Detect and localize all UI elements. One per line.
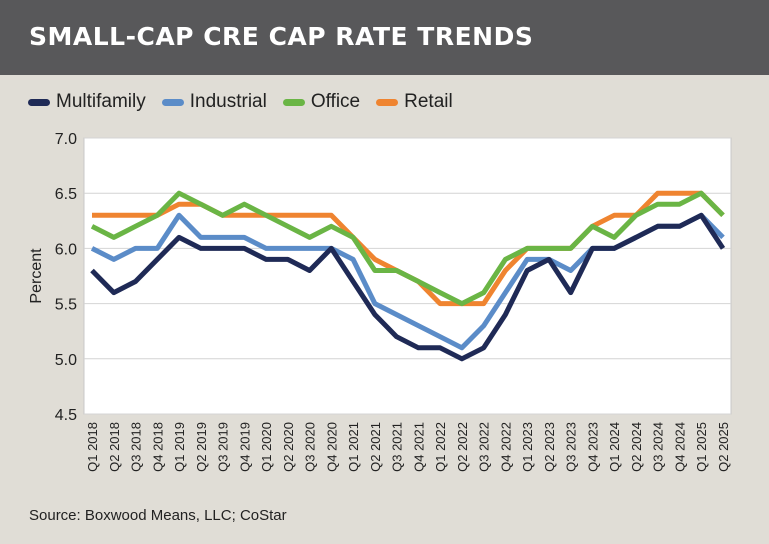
x-tick-label: Q4 2022 <box>498 422 513 472</box>
legend-swatch <box>376 98 399 106</box>
x-tick-label: Q2 2018 <box>107 422 122 472</box>
x-tick-label: Q3 2024 <box>651 422 666 472</box>
series-line-office <box>90 190 725 307</box>
x-tick-label: Q1 2022 <box>433 422 448 472</box>
x-tick-label: Q4 2023 <box>585 422 600 472</box>
y-tick-label: 6.0 <box>55 241 77 258</box>
x-tick-label: Q4 2019 <box>237 422 252 472</box>
series-line-multifamily <box>90 212 726 362</box>
y-axis-label: Percent <box>28 248 45 304</box>
x-tick-label: Q4 2021 <box>411 422 426 472</box>
source-note: Source: Boxwood Means, LLC; CoStar <box>29 507 287 524</box>
x-tick-label: Q3 2019 <box>216 422 231 472</box>
legend-swatch <box>282 98 305 106</box>
x-tick-label: Q4 2018 <box>150 422 165 472</box>
legend-swatch <box>28 98 50 106</box>
x-tick-label: Q4 2020 <box>324 422 339 472</box>
x-tick-label: Q1 2024 <box>607 422 622 472</box>
x-tick-label: Q3 2020 <box>303 422 318 472</box>
legend-label: Multifamily <box>56 91 146 112</box>
x-tick-label: Q1 2019 <box>172 422 187 472</box>
x-tick-label: Q1 2025 <box>694 422 709 472</box>
x-tick-label: Q1 2021 <box>346 422 361 472</box>
x-tick-label: Q4 2024 <box>672 422 687 472</box>
y-tick-label: 5.0 <box>55 352 77 369</box>
x-tick-label: Q1 2023 <box>520 422 535 472</box>
x-tick-label: Q2 2022 <box>455 422 470 472</box>
x-tick-label: Q3 2018 <box>129 422 144 472</box>
y-tick-label: 4.5 <box>55 407 77 424</box>
chart-legend: Multifamily Industrial Office Retail <box>28 89 469 115</box>
legend-item-multifamily: Multifamily <box>28 91 146 113</box>
x-tick-label: Q2 2025 <box>716 422 731 472</box>
x-tick-label: Q3 2022 <box>477 422 492 472</box>
legend-item-retail: Retail <box>376 91 453 113</box>
x-tick-label: Q2 2021 <box>368 422 383 472</box>
legend-label: Retail <box>404 91 453 112</box>
x-tick-label: Q3 2021 <box>390 422 405 472</box>
x-tick-label: Q1 2020 <box>259 422 274 472</box>
x-tick-label: Q3 2023 <box>564 422 579 472</box>
y-tick-label: 5.5 <box>55 297 77 314</box>
x-tick-label: Q1 2018 <box>85 422 100 472</box>
legend-item-industrial: Industrial <box>161 91 267 113</box>
legend-label: Industrial <box>189 91 267 112</box>
chart-title: SMALL-CAP CRE CAP RATE TRENDS <box>29 22 534 51</box>
x-tick-label: Q2 2020 <box>281 422 296 472</box>
x-tick-label: Q2 2019 <box>194 422 209 472</box>
legend-swatch <box>161 98 184 106</box>
y-tick-label: 7.0 <box>55 131 77 148</box>
title-bar: SMALL-CAP CRE CAP RATE TRENDS <box>0 0 769 75</box>
x-tick-label: Q2 2024 <box>629 422 644 472</box>
legend-item-office: Office <box>282 91 361 113</box>
y-tick-label: 6.5 <box>55 186 77 203</box>
legend-label: Office <box>310 91 361 112</box>
x-tick-label: Q2 2023 <box>542 422 557 472</box>
